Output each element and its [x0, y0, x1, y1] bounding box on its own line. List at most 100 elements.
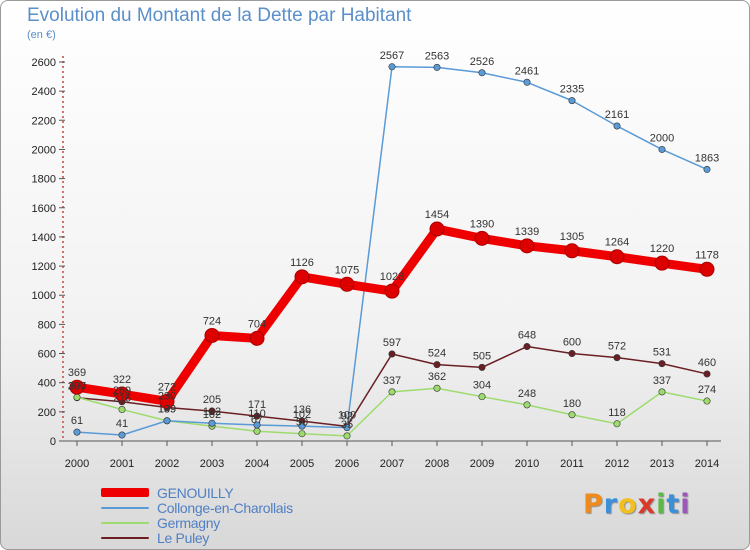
data-point [523, 78, 531, 86]
y-tick-label: 1800 [32, 174, 56, 186]
data-label: 2000 [650, 132, 674, 144]
y-tick-label: 600 [38, 349, 56, 361]
data-label: 369 [68, 367, 86, 379]
y-tick-label: 2200 [32, 115, 56, 127]
data-label: 139 [158, 404, 176, 416]
data-label: 1390 [470, 218, 494, 230]
legend-label: GENOUILLY [157, 484, 234, 501]
y-tick-label: 2400 [32, 86, 56, 98]
data-point [613, 354, 621, 362]
legend-item: Collonge-en-Charollais [101, 499, 293, 516]
legend-swatch [101, 521, 149, 524]
data-point [118, 431, 126, 439]
logo-letter: o [618, 489, 638, 520]
data-label: 2567 [380, 50, 404, 62]
data-label: 67 [251, 414, 263, 426]
data-label: 230 [158, 390, 176, 402]
data-label: 1075 [335, 264, 359, 276]
data-label: 1305 [560, 231, 584, 243]
x-tick-label: 2005 [290, 458, 314, 470]
x-tick-label: 2006 [335, 458, 359, 470]
x-tick-label: 2004 [245, 458, 269, 470]
data-point [69, 379, 85, 395]
x-tick-label: 2014 [695, 458, 719, 470]
data-labels: 297 269 230 205 171 136 100 597 524 505 648 600 572 5… [68, 50, 719, 431]
data-point [204, 327, 220, 343]
logo-letter: i [656, 489, 667, 520]
data-label: 597 [383, 337, 401, 349]
data-label: 1264 [605, 237, 629, 249]
logo-letter: i [680, 489, 691, 520]
logo-letter: r [603, 489, 619, 520]
y-tick-label: 0 [50, 436, 56, 448]
x-tick-label: 2002 [155, 458, 179, 470]
data-label: 50 [296, 417, 308, 429]
data-point [298, 422, 306, 430]
data-point [343, 432, 351, 440]
data-label: 122 [203, 406, 221, 418]
data-label: 1339 [515, 226, 539, 238]
data-point [613, 420, 621, 428]
data-label: 171 [248, 399, 266, 411]
data-point [429, 221, 445, 237]
legend: GENOUILLY Collonge-en-Charollais Germagny L… [101, 484, 293, 546]
data-point [699, 261, 715, 277]
logo-letter: t [666, 489, 681, 520]
x-tick-label: 2011 [560, 458, 584, 470]
data-label: 297 [68, 381, 86, 393]
data-label: 248 [518, 388, 536, 400]
data-label: 362 [428, 371, 446, 383]
data-label: 337 [383, 375, 401, 387]
x-tick-label: 2001 [110, 458, 134, 470]
data-label: 704 [248, 318, 266, 330]
data-point [609, 249, 625, 265]
data-label: 61 [71, 415, 83, 427]
data-label: 1028 [380, 271, 404, 283]
data-label: 724 [203, 315, 221, 327]
data-point [523, 401, 531, 409]
proxiti-logo: Proxiti [583, 489, 691, 520]
data-point [294, 269, 310, 285]
data-point [208, 419, 216, 427]
data-label: 2563 [425, 50, 449, 62]
legend-swatch [101, 506, 149, 509]
data-label: 110 [248, 408, 266, 420]
data-point [703, 370, 711, 378]
data-label: 1220 [650, 243, 674, 255]
data-point [519, 238, 535, 254]
legend-item: GENOUILLY [101, 484, 293, 501]
data-point [249, 330, 265, 346]
data-label: 269 [113, 385, 131, 397]
x-tick-label: 2003 [200, 458, 224, 470]
y-tick-label: 2600 [32, 57, 56, 69]
data-label: 524 [428, 348, 446, 360]
data-label: 2335 [560, 84, 584, 96]
data-point [658, 145, 666, 153]
chart-unit: (en €) [27, 29, 56, 41]
data-label: 2161 [605, 109, 629, 121]
data-label: 272 [158, 381, 176, 393]
x-tick-label: 2000 [65, 458, 89, 470]
data-label: 102 [293, 409, 311, 421]
data-point [478, 363, 486, 371]
data-point [568, 97, 576, 105]
x-tick-label: 2008 [425, 458, 449, 470]
legend-item: Le Puley [101, 529, 293, 546]
data-label: 41 [116, 418, 128, 430]
chart-title: Evolution du Montant de la Dette par Hab… [27, 5, 412, 26]
line-chart: 0 200 400 600 800 1000 1200 1400 1600 1800 2000 220… [32, 50, 721, 470]
y-tick-label: 400 [38, 378, 56, 390]
x-tick-label: 2012 [605, 458, 629, 470]
data-point [73, 428, 81, 436]
data-point [654, 255, 670, 271]
legend-label: Collonge-en-Charollais [157, 499, 293, 516]
data-label: 102 [203, 409, 221, 421]
data-label: 304 [473, 380, 491, 392]
logo-letter: P [583, 489, 604, 520]
legend-swatch [101, 488, 149, 497]
logo-letter: x [637, 489, 657, 520]
y-tick-label: 1200 [32, 261, 56, 273]
data-point [433, 384, 441, 392]
legend-label: Le Puley [157, 529, 210, 546]
